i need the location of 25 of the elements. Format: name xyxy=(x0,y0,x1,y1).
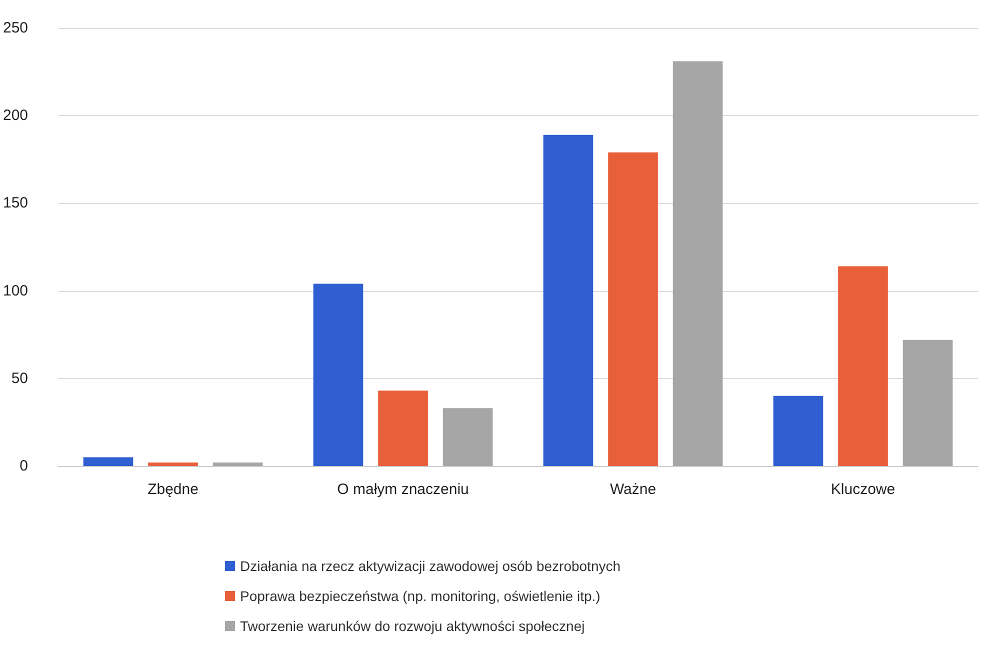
bar xyxy=(442,408,493,466)
bar xyxy=(83,457,134,466)
bar xyxy=(543,134,594,466)
y-tick-label: 150 xyxy=(2,194,28,212)
legend-label: Poprawa bezpieczeństwa (np. monitoring, oświetlenie itp.) xyxy=(240,588,600,604)
x-tick-label: Zbędne xyxy=(148,481,198,498)
y-tick-label: 250 xyxy=(2,20,28,36)
legend-label: Tworzenie warunków do rozwoju aktywności społecznej xyxy=(240,618,585,634)
y-tick-label: 0 xyxy=(20,458,28,474)
bar xyxy=(773,396,824,466)
x-tick-label: Ważne xyxy=(610,481,656,498)
bar xyxy=(672,61,723,466)
y-tick-label: 50 xyxy=(11,370,28,387)
bar xyxy=(148,462,198,466)
y-tick-label: 100 xyxy=(2,282,28,300)
bar xyxy=(902,340,953,466)
y-tick-label: 200 xyxy=(2,107,28,124)
bar xyxy=(212,462,263,466)
bar xyxy=(378,390,428,466)
x-tick-label: O małym znaczeniu xyxy=(337,481,469,498)
bar xyxy=(608,152,658,466)
legend-label: Działania na rzecz aktywizacji zawodowej osób bezrobotnych xyxy=(240,558,621,574)
bar xyxy=(313,284,364,466)
bar xyxy=(838,266,888,466)
x-tick-label: Kluczowe xyxy=(830,481,896,498)
